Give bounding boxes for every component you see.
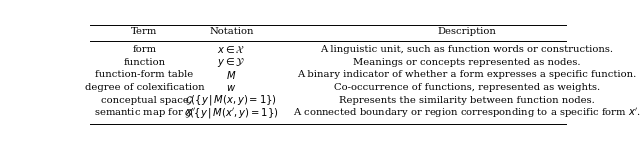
Text: Notation: Notation — [209, 27, 253, 36]
Text: A connected boundary or region corresponding to a specific form $x'$.: A connected boundary or region correspon… — [292, 106, 640, 120]
Text: $\mathcal{G}(\{y\,|\,M(x', y) = 1\})$: $\mathcal{G}(\{y\,|\,M(x', y) = 1\})$ — [184, 106, 278, 120]
Text: function: function — [124, 58, 166, 67]
Text: Represents the similarity between function nodes.: Represents the similarity between functi… — [339, 96, 595, 105]
Text: form: form — [132, 45, 157, 54]
Text: semantic map for $x'$: semantic map for $x'$ — [93, 106, 195, 120]
Text: $M$: $M$ — [226, 69, 236, 81]
Text: $\mathcal{G}(\{y\,|\,M(x, y) = 1\})$: $\mathcal{G}(\{y\,|\,M(x, y) = 1\})$ — [185, 93, 277, 107]
Text: A binary indicator of whether a form expresses a specific function.: A binary indicator of whether a form exp… — [297, 70, 637, 79]
Text: Meanings or concepts represented as nodes.: Meanings or concepts represented as node… — [353, 58, 580, 67]
Text: $y \in \mathcal{Y}$: $y \in \mathcal{Y}$ — [217, 56, 246, 69]
Text: $w$: $w$ — [226, 83, 236, 93]
Text: Description: Description — [438, 27, 496, 36]
Text: Co-occurrence of functions, represented as weights.: Co-occurrence of functions, represented … — [334, 83, 600, 92]
Text: degree of colexification: degree of colexification — [84, 83, 204, 92]
Text: function-form table: function-form table — [95, 70, 194, 79]
Text: Term: Term — [131, 27, 157, 36]
Text: $x \in \mathcal{X}$: $x \in \mathcal{X}$ — [217, 44, 245, 55]
Text: conceptual space: conceptual space — [100, 96, 188, 105]
Text: A linguistic unit, such as function words or constructions.: A linguistic unit, such as function word… — [321, 45, 613, 54]
